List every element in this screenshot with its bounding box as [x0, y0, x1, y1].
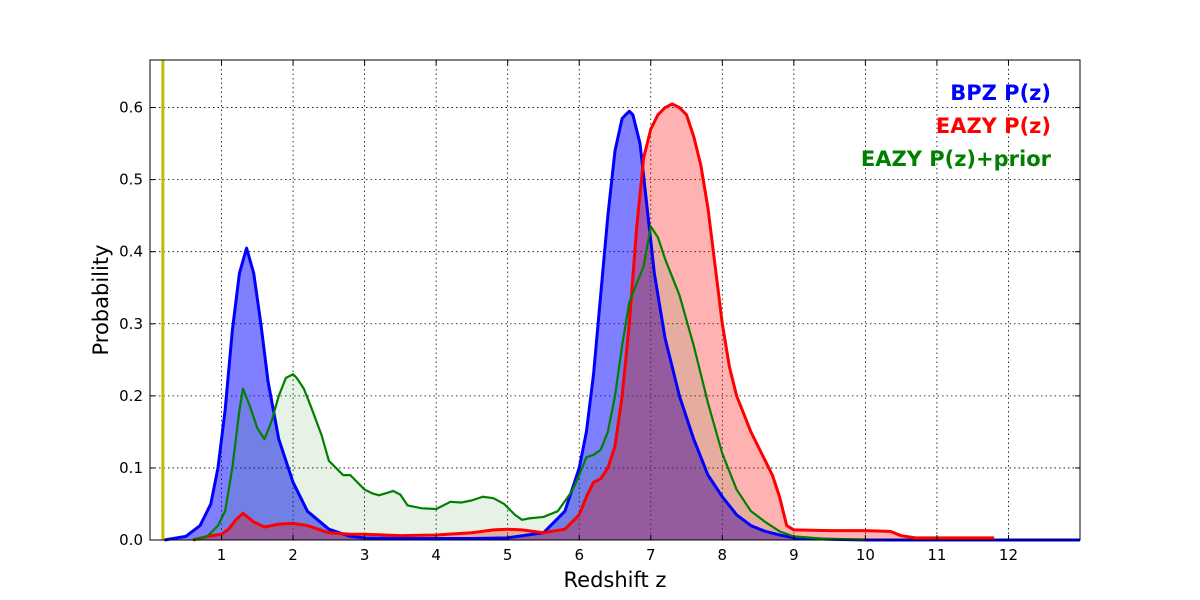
x-tick-label: 12	[999, 546, 1018, 564]
y-tick-label: 0.3	[119, 315, 143, 333]
series-area-2	[192, 226, 866, 541]
x-tick-label: 9	[789, 546, 799, 564]
x-tick-label: 6	[574, 546, 584, 564]
legend-entry-eazy-prior: EAZY P(z)+prior	[861, 147, 1052, 171]
legend-entry-bpz: BPZ P(z)	[950, 81, 1051, 105]
x-tick-label: 5	[503, 546, 513, 564]
y-axis-label: Probability	[89, 244, 113, 355]
x-tick-label: 11	[927, 546, 946, 564]
y-tick-label: 0.0	[119, 531, 143, 549]
series-fills	[164, 103, 1080, 541]
y-tick-label: 0.1	[119, 459, 143, 477]
series-line-1	[192, 102, 995, 542]
axis-ticks	[150, 60, 1080, 541]
x-tick-labels: 1 2 3 4 5 6 7 8 9 10 11 12	[217, 546, 1018, 564]
series-line-0	[164, 109, 1080, 542]
series-lines	[164, 102, 1080, 542]
legend-entry-eazy: EAZY P(z)	[936, 114, 1051, 138]
legend: BPZ P(z) EAZY P(z) EAZY P(z)+prior	[861, 81, 1052, 171]
y-tick-label: 0.2	[119, 387, 143, 405]
x-axis-label: Redshift z	[564, 568, 667, 592]
x-tick-label: 8	[718, 546, 728, 564]
x-tick-label: 3	[360, 546, 370, 564]
y-tick-label: 0.6	[119, 99, 143, 117]
x-tick-label: 2	[288, 546, 298, 564]
series-area-0	[164, 111, 1080, 541]
x-tick-label: 4	[431, 546, 441, 564]
y-tick-label: 0.5	[119, 171, 143, 189]
x-tick-label: 7	[646, 546, 656, 564]
x-tick-label: 1	[217, 546, 227, 564]
y-tick-label: 0.4	[119, 243, 143, 261]
plot-frame	[149, 59, 1081, 541]
series-line-2	[192, 225, 866, 542]
x-tick-label: 10	[856, 546, 875, 564]
y-tick-labels: 0.0 0.1 0.2 0.3 0.4 0.5 0.6	[119, 99, 143, 549]
